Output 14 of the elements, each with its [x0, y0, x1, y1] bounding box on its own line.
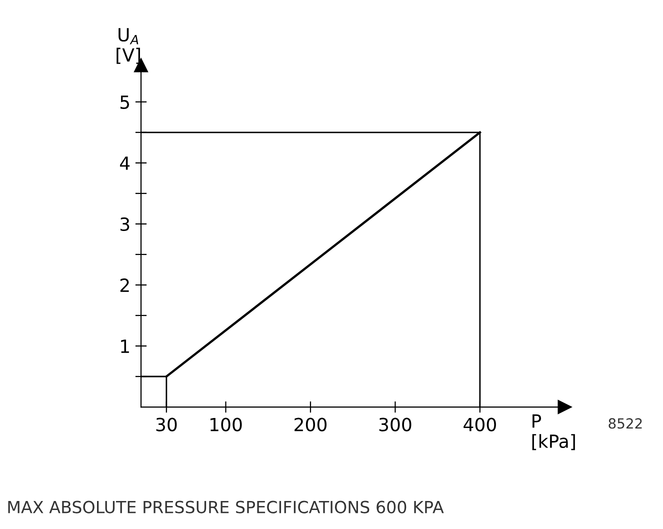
text: MAX ABSOLUTE PRESSURE SPECIFICATIONS 600 KPA	[8, 500, 444, 514]
x-axis-title: P [kPa]	[532, 414, 575, 450]
x-tick-label: 30	[156, 418, 177, 432]
x-tick-label: 400	[464, 418, 496, 432]
y-tick-label: 5	[120, 96, 130, 110]
x-tick-label: 300	[379, 418, 412, 432]
y-tick-label: 4	[120, 156, 130, 170]
y-tick-label: 2	[120, 278, 129, 292]
y-tick-label: 3	[120, 217, 130, 232]
text: 8522	[608, 418, 642, 429]
x-tick-label: 100	[210, 418, 242, 432]
y-tick-label: 1	[121, 340, 129, 353]
y-axis-title: U$_{A}$ [V]	[116, 28, 140, 64]
x-tick-label: 200	[294, 418, 327, 432]
